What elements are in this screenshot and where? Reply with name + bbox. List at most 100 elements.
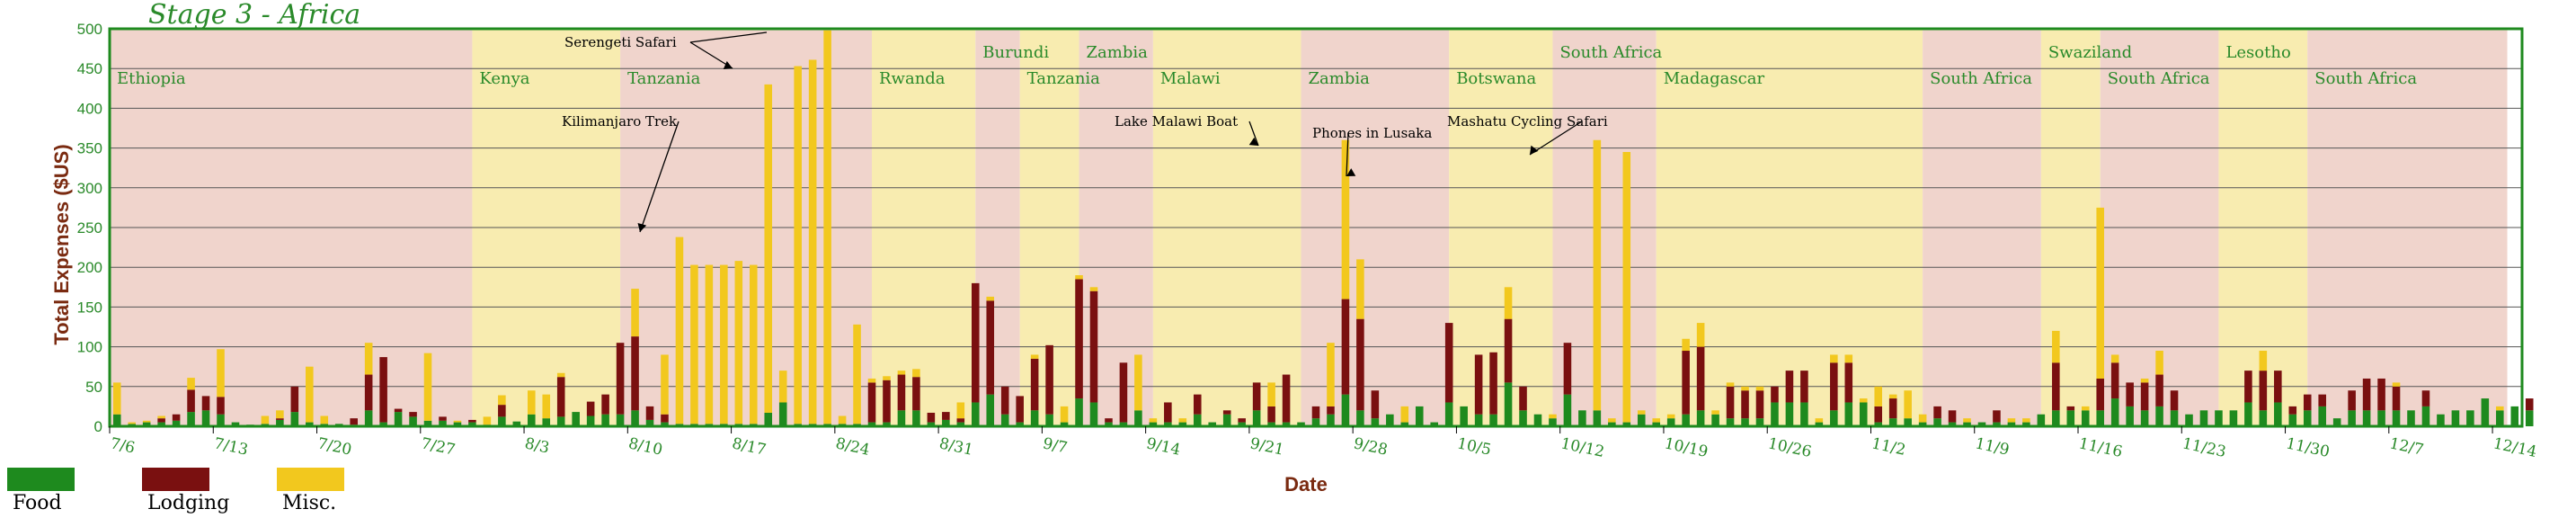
country-label: Burundi bbox=[982, 43, 1049, 62]
bar-lodging bbox=[1682, 351, 1690, 415]
country-label: South Africa bbox=[1930, 69, 2032, 88]
bar-food bbox=[2215, 410, 2223, 426]
bar-food bbox=[1800, 402, 1808, 426]
bar-food bbox=[556, 416, 565, 426]
bar-misc bbox=[1918, 414, 1927, 423]
y-tick-label: 400 bbox=[77, 100, 102, 117]
bar-lodging bbox=[956, 418, 965, 423]
bar-misc bbox=[1608, 418, 1616, 423]
bar-lodging bbox=[586, 401, 595, 416]
bar-lodging bbox=[2126, 382, 2134, 406]
bar-food bbox=[2037, 414, 2046, 426]
y-tick-label: 100 bbox=[77, 339, 102, 356]
bar-misc bbox=[306, 366, 314, 423]
bar-misc bbox=[808, 59, 817, 424]
bar-food bbox=[1637, 414, 1646, 426]
bar-lodging bbox=[1193, 394, 1202, 415]
plot-border bbox=[108, 27, 2524, 428]
annotations: Serengeti Safari Kilimanjaro Trek Lake Mal… bbox=[562, 31, 1608, 233]
bar-food bbox=[1060, 422, 1069, 426]
bar-lodging bbox=[2348, 390, 2356, 411]
bar-food bbox=[528, 414, 536, 426]
bar-food bbox=[1297, 422, 1305, 426]
y-axis: 0 50 100 150 200 250 300 350 400 450 500 bbox=[77, 21, 102, 435]
bar-food bbox=[2022, 422, 2030, 426]
bar-misc bbox=[661, 354, 669, 415]
bar-food bbox=[1489, 414, 1497, 426]
bar-misc bbox=[2110, 354, 2119, 363]
bar-food bbox=[778, 402, 787, 426]
bar-food bbox=[1400, 422, 1409, 426]
bar-food bbox=[1652, 422, 1661, 426]
bar-food bbox=[409, 416, 417, 426]
bar-food bbox=[1356, 410, 1364, 426]
bar-food bbox=[2155, 406, 2163, 426]
bar-food bbox=[1830, 410, 1838, 426]
bar-food bbox=[1859, 402, 1868, 426]
bar-lodging bbox=[1119, 362, 1128, 423]
bar-food bbox=[1844, 402, 1853, 426]
bar-lodging bbox=[498, 405, 506, 417]
bar-food bbox=[364, 410, 373, 426]
bar-lodging bbox=[1327, 406, 1335, 415]
x-tick-label: 7/20 bbox=[315, 434, 353, 460]
bar-lodging bbox=[867, 382, 876, 423]
bar-food bbox=[2007, 422, 2016, 426]
bar-lodging bbox=[1222, 410, 1231, 415]
bar-lodging bbox=[1563, 343, 1572, 395]
bar-misc bbox=[556, 372, 565, 378]
bar-food bbox=[1075, 398, 1083, 426]
bar-lodging bbox=[1444, 323, 1453, 403]
bar-food bbox=[2185, 414, 2193, 426]
bar-food bbox=[1016, 422, 1024, 426]
bar-lodging bbox=[2303, 394, 2312, 411]
bar-food bbox=[201, 410, 210, 426]
bar-misc bbox=[2081, 406, 2090, 411]
bar-misc bbox=[276, 410, 284, 419]
bar-lodging bbox=[1000, 386, 1009, 415]
bar-lodging bbox=[1474, 354, 1483, 415]
bar-food bbox=[172, 420, 181, 426]
bar-food bbox=[2318, 406, 2326, 426]
bar-food bbox=[453, 422, 462, 426]
bar-lodging bbox=[1771, 386, 1779, 403]
country-label: Madagascar bbox=[1664, 69, 1765, 88]
country-label: Swaziland bbox=[2048, 43, 2132, 62]
bar-misc bbox=[778, 371, 787, 403]
legend-label: Food bbox=[13, 492, 62, 514]
bar-food bbox=[1874, 422, 1882, 426]
bar-food bbox=[1904, 418, 1912, 426]
x-tick-label: 9/28 bbox=[1352, 434, 1390, 460]
annotation-arrowhead bbox=[1248, 137, 1258, 146]
bar-food bbox=[2407, 410, 2415, 426]
bar-food bbox=[1963, 422, 1971, 426]
bar-misc bbox=[720, 264, 728, 424]
bar-food bbox=[1149, 422, 1158, 426]
bar-lodging bbox=[290, 386, 299, 413]
bar-lodging bbox=[1844, 362, 1853, 403]
bar-food bbox=[1755, 418, 1764, 426]
annotation-arrowhead bbox=[723, 60, 733, 70]
bar-lodging bbox=[217, 397, 225, 415]
bar-food bbox=[2066, 410, 2075, 426]
bar-lodging bbox=[468, 419, 476, 423]
bar-food bbox=[1726, 418, 1735, 426]
y-tick-label: 500 bbox=[77, 21, 102, 38]
bar-food bbox=[112, 414, 121, 426]
bar-food bbox=[498, 416, 506, 426]
bar-food bbox=[2110, 398, 2119, 426]
x-axis-label: Date bbox=[1284, 473, 1328, 496]
bar-misc bbox=[1755, 386, 1764, 391]
bar-misc bbox=[261, 415, 270, 424]
bar-food bbox=[2466, 410, 2474, 426]
bar-misc bbox=[423, 353, 432, 421]
bar-lodging bbox=[2288, 406, 2297, 415]
bar-lodging bbox=[1800, 371, 1808, 403]
bar-lodging bbox=[1993, 410, 2001, 423]
bar-lodging bbox=[2066, 406, 2075, 411]
annotation-arrow bbox=[639, 121, 680, 233]
bar-food bbox=[2451, 410, 2460, 426]
x-tick-label: 10/5 bbox=[1455, 434, 1493, 460]
bar-food bbox=[1993, 422, 2001, 426]
y-tick-label: 200 bbox=[77, 259, 102, 276]
